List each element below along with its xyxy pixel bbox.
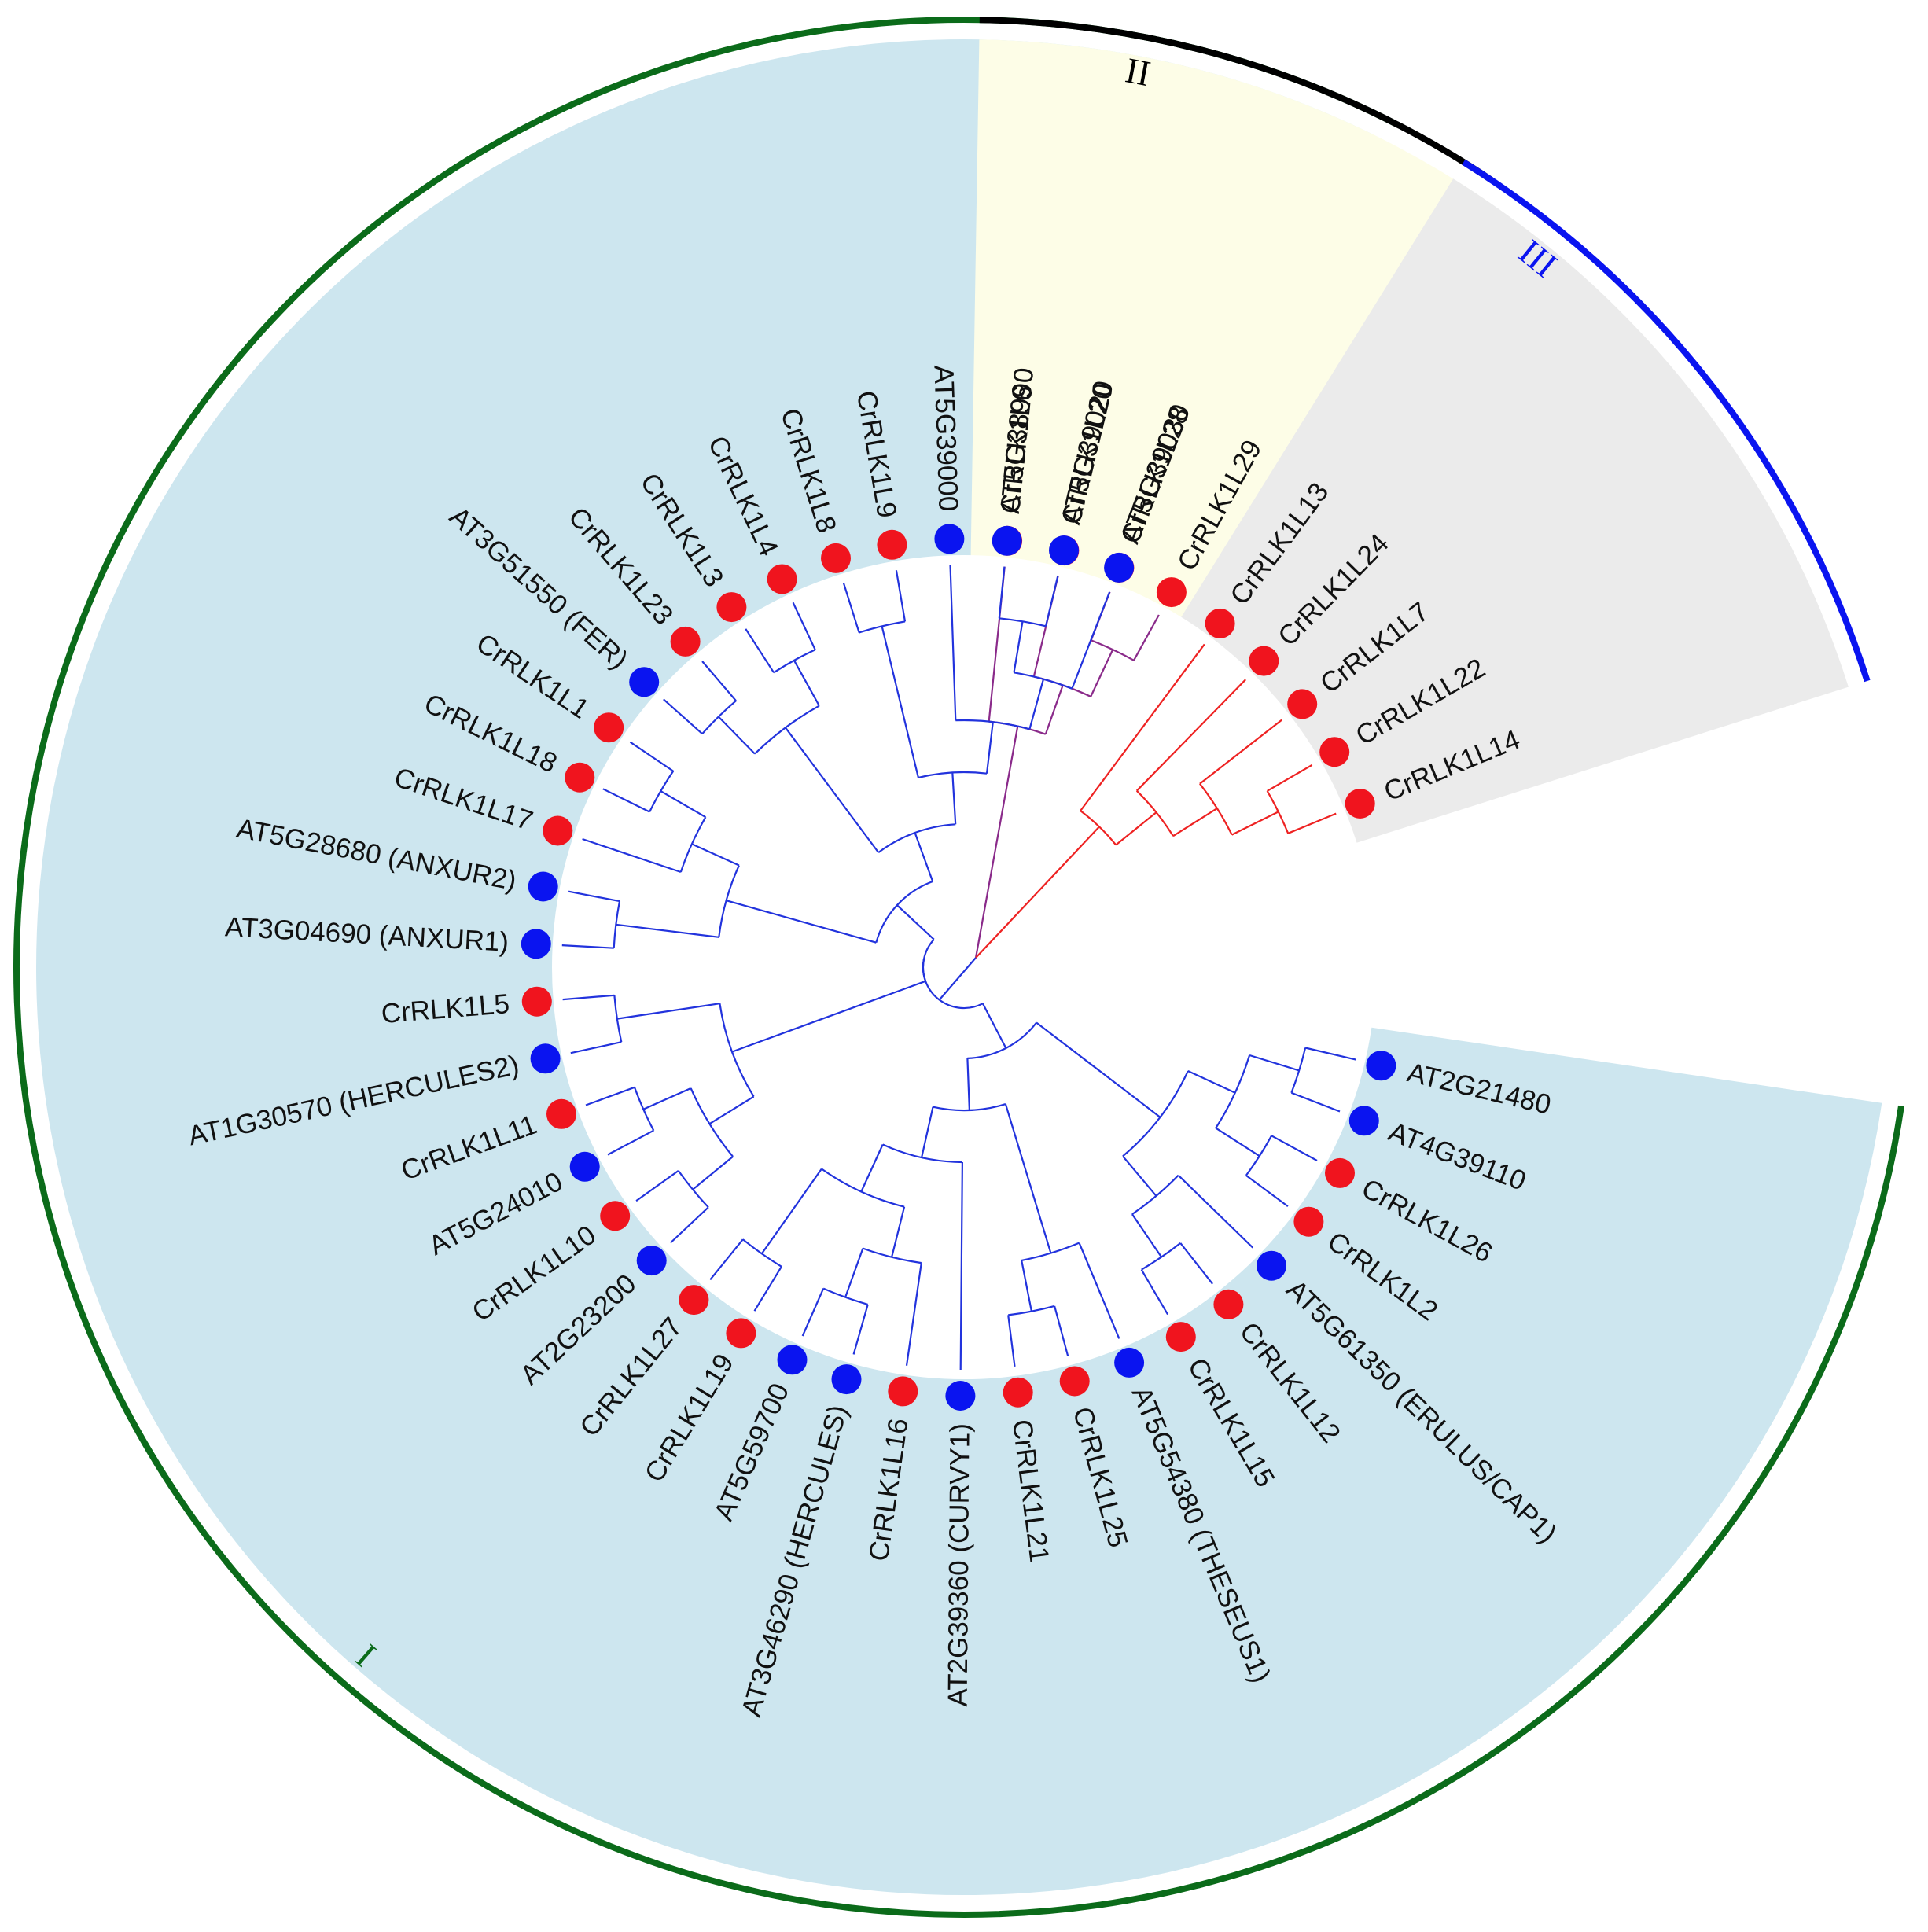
leaf-dot-at1g30570-hercules2 bbox=[530, 1043, 561, 1074]
tree-branch-23 bbox=[709, 1238, 782, 1312]
ring-group-iii bbox=[1462, 159, 1871, 683]
tree-branch-41 bbox=[949, 565, 1045, 730]
tree-branch-39 bbox=[881, 626, 994, 778]
tree-branch-27 bbox=[635, 1170, 709, 1244]
leaf-dot-crrlk1l23 bbox=[670, 626, 701, 657]
tree-branch-34 bbox=[602, 741, 675, 813]
tree-branch-6 bbox=[1199, 719, 1282, 836]
leaf-dot-crrlk1l26 bbox=[1325, 1157, 1355, 1188]
leaf-dot-crrlk1l27 bbox=[679, 1285, 709, 1316]
tree-branch-37 bbox=[663, 661, 737, 735]
leaf-dot-at5g28680-anxur2 bbox=[528, 871, 558, 902]
leaf-dot-crrlk1l17 bbox=[543, 815, 573, 846]
leaf-dot-at3g51550-fer bbox=[629, 667, 660, 697]
leaf-dot-crrlk1l16 bbox=[888, 1376, 918, 1407]
tree-branch-14 bbox=[1131, 1174, 1254, 1258]
leaf-dot-crrlk1l1 bbox=[594, 712, 624, 743]
tree-root-branch-1 bbox=[975, 826, 1100, 959]
tree-branch-42 bbox=[1013, 591, 1111, 690]
leaf-dot-crrlk1l25 bbox=[1059, 1366, 1090, 1397]
tree-branch-4 bbox=[1080, 643, 1205, 846]
leaf-dot-at2g21480 bbox=[1366, 1051, 1396, 1081]
tree-branch-36 bbox=[718, 660, 820, 755]
leaf-dot-at5g38990 bbox=[992, 525, 1022, 556]
ring-group-i bbox=[13, 16, 1904, 1918]
leaf-dot-crrlk1l15 bbox=[1165, 1322, 1196, 1352]
leaf-dot-crrlk1l22 bbox=[1319, 737, 1350, 767]
tree-branch-17 bbox=[1021, 1242, 1120, 1339]
leaf-dot-at2g39360-curvy1 bbox=[945, 1381, 976, 1411]
leaf-dot-at5g61350-erulus-cap1 bbox=[1257, 1250, 1286, 1281]
tree-branch-15 bbox=[1140, 1242, 1213, 1316]
leaf-dot-crrlk1l4 bbox=[767, 564, 797, 594]
tree-branch-28 bbox=[585, 1086, 655, 1156]
tree-branch-33 bbox=[582, 790, 707, 874]
leaf-dot-crrlk1l3 bbox=[716, 592, 747, 623]
leaf-dot-crrlk1l7 bbox=[1287, 689, 1318, 719]
tree-branch-22 bbox=[801, 1287, 869, 1355]
leaf-dot-crrlk1l11 bbox=[546, 1098, 576, 1129]
leaf-dot-at4g39110 bbox=[1348, 1106, 1379, 1136]
tree-branch-26 bbox=[642, 1087, 734, 1190]
tree-branch-21 bbox=[844, 1247, 922, 1366]
ring-group-ii bbox=[979, 17, 1493, 183]
tree-inner-disc bbox=[552, 555, 1376, 1379]
leaf-dot-crrlk1l13 bbox=[1205, 608, 1235, 638]
tree-branch-38 bbox=[745, 602, 816, 674]
leaf-dot-crrlk1l12 bbox=[1213, 1289, 1244, 1319]
leaf-dot-crrlk1l24 bbox=[1249, 646, 1279, 676]
tree-branch-18 bbox=[1007, 1305, 1069, 1367]
tree-branch-43 bbox=[998, 566, 1059, 627]
leaf-label-at5g39000: AT5G39000 bbox=[928, 365, 963, 512]
tree-branch-40 bbox=[842, 570, 907, 634]
leaf-dot-crrlk1l14 bbox=[1345, 789, 1375, 819]
tree-branch-5 bbox=[1135, 679, 1246, 837]
tree-branch-35 bbox=[785, 727, 957, 853]
leaf-dot-at3g04690-anxur1 bbox=[521, 929, 551, 959]
leaf-dot-crrlk1l5 bbox=[521, 986, 552, 1017]
tree-branch-11 bbox=[1215, 1054, 1300, 1157]
leaf-dot-at3g46290-hercules bbox=[831, 1364, 862, 1395]
tree-branch-10 bbox=[1122, 1070, 1236, 1197]
tree-branches bbox=[561, 565, 1356, 1371]
leaf-dot-at5g24010 bbox=[569, 1151, 600, 1182]
tree-branch-30 bbox=[726, 832, 934, 944]
tree-branch-25 bbox=[616, 1003, 755, 1125]
tree-branch-24 bbox=[731, 904, 935, 1053]
tree-root-branch-0 bbox=[974, 726, 1019, 959]
leaf-dot-at5g39020 bbox=[1049, 535, 1079, 565]
tree-branch-9 bbox=[966, 1021, 1161, 1118]
tree-branch-7 bbox=[1266, 764, 1337, 834]
tree-branch-32 bbox=[561, 890, 621, 949]
leaf-label-at2g39360-curvy1: AT2G39360 (CURVY1) bbox=[943, 1423, 976, 1707]
leaf-dot-crrlk1l29 bbox=[1156, 577, 1187, 608]
leaf-dot-crrlk1l10 bbox=[600, 1201, 631, 1231]
leaf-dot-at5g54380-theseus1 bbox=[1114, 1347, 1145, 1378]
leaf-dot-crrlk1l8 bbox=[821, 543, 851, 573]
tree-branch-29 bbox=[562, 994, 623, 1054]
leaf-dot-at2g23200 bbox=[636, 1246, 667, 1276]
leaf-dot-crrlk1l21 bbox=[1003, 1377, 1033, 1408]
tree-branch-12 bbox=[1290, 1047, 1356, 1113]
leaf-dot-at5g39030 bbox=[1104, 552, 1135, 583]
leaf-dot-crrlk1l19 bbox=[726, 1318, 756, 1349]
leaf-dot-at5g39000 bbox=[934, 524, 965, 554]
leaf-dot-at5g59700 bbox=[777, 1345, 808, 1375]
tree-root-branch-2 bbox=[938, 957, 977, 1001]
tree-branch-19 bbox=[860, 1143, 963, 1371]
leaf-dot-crrlk1l9 bbox=[877, 529, 907, 560]
tree-branch-31 bbox=[616, 843, 740, 938]
tree-branch-16 bbox=[921, 1103, 1052, 1253]
leaf-dot-crrlk1l2 bbox=[1293, 1206, 1324, 1237]
tree-branch-20 bbox=[760, 1168, 906, 1257]
tree-branch-13 bbox=[1245, 1135, 1318, 1207]
leaf-dot-crrlk1l18 bbox=[565, 762, 595, 793]
